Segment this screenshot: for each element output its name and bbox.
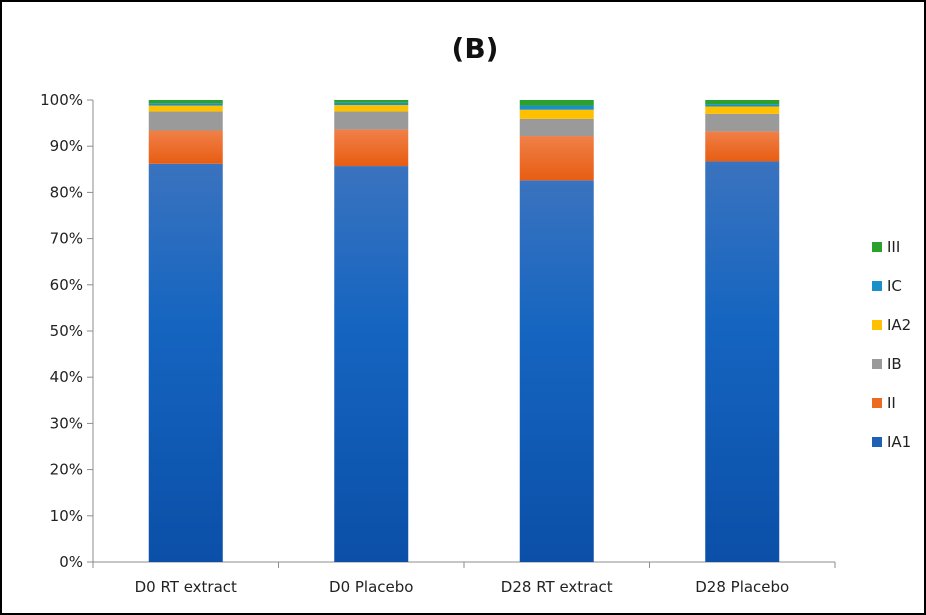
x-tick-label: D28 Placebo	[695, 578, 789, 596]
bar-segment-ic	[705, 104, 780, 107]
y-tick-label: 50%	[50, 322, 83, 340]
legend-swatch-ia2	[872, 320, 882, 330]
x-tick-label: D0 Placebo	[329, 578, 413, 596]
bar-segment-ia2	[705, 106, 780, 114]
legend-swatch-ic	[872, 281, 882, 291]
y-tick-label: 80%	[50, 183, 83, 201]
legend-label-ib: IB	[887, 355, 902, 373]
bar-segment-ic	[519, 105, 594, 110]
x-tick-label: D28 RT extract	[501, 578, 613, 596]
bar-segment-ii	[519, 136, 594, 181]
y-tick-label: 70%	[50, 230, 83, 248]
bar-segment-ic	[148, 103, 223, 106]
y-tick-label: 60%	[50, 276, 83, 294]
x-tick-label: D0 RT extract	[135, 578, 237, 596]
y-tick-label: 30%	[50, 414, 83, 432]
legend-label-ii: II	[887, 394, 896, 412]
legend-swatch-ia1	[872, 437, 882, 447]
bar-segment-ii	[334, 129, 409, 167]
legend-label-iii: III	[887, 238, 900, 256]
legend-label-ia1: IA1	[887, 433, 911, 451]
bar-segment-iii	[334, 100, 409, 103]
y-axis: 0% 10% 20% 30% 40% 50% 60% 70% 80% 90% 100%	[40, 91, 94, 571]
legend-swatch-ii	[872, 398, 882, 408]
bar-segment-ia1	[519, 180, 594, 562]
bar-segment-ib	[705, 113, 780, 132]
bar-segment-ia2	[334, 105, 409, 112]
bar-segment-ia2	[148, 105, 223, 112]
bar-segment-ic	[334, 102, 409, 106]
bar-segment-ia2	[519, 109, 594, 119]
legend-swatch-ib	[872, 359, 882, 369]
bar-segment-ib	[519, 118, 594, 137]
bars-group	[148, 100, 780, 563]
bar-segment-ia1	[705, 161, 780, 563]
bar-segment-iii	[705, 100, 780, 105]
y-tick-label: 100%	[40, 91, 83, 109]
chart-title: (B)	[452, 32, 499, 65]
legend-label-ic: IC	[887, 277, 902, 295]
bar-segment-ia1	[148, 163, 223, 563]
legend-swatch-iii	[872, 242, 882, 252]
legend: III IC IA2 IB II IA1	[872, 238, 911, 451]
y-tick-label: 90%	[50, 137, 83, 155]
y-tick-label: 10%	[50, 507, 83, 525]
bar-segment-iii	[148, 100, 223, 104]
bar-segment-ib	[334, 111, 409, 130]
y-tick-label: 20%	[50, 461, 83, 479]
bar-segment-iii	[519, 100, 594, 106]
legend-label-ia2: IA2	[887, 316, 911, 334]
y-tick-label: 0%	[59, 553, 83, 571]
bar-segment-ia1	[334, 166, 409, 563]
bar-segment-ii	[148, 130, 223, 164]
bar-segment-ii	[705, 131, 780, 162]
bar-segment-ib	[148, 111, 223, 131]
y-tick-label: 40%	[50, 368, 83, 386]
